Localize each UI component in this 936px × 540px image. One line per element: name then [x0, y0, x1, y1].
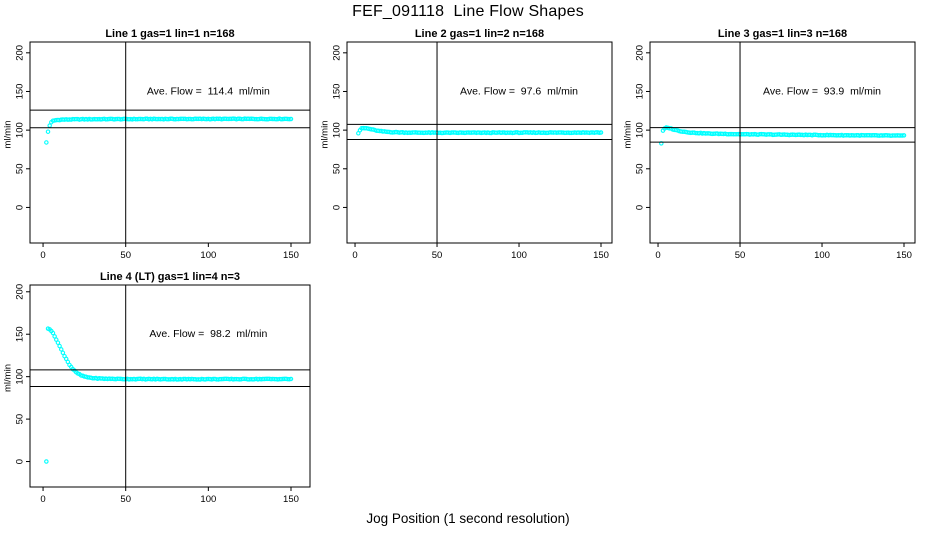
y-axis-ticks: 0 50 100 150 200 [635, 45, 650, 210]
x-axis-ticks: 0 50 100 150 [40, 243, 299, 261]
y-tick-label: 150 [332, 84, 343, 100]
data-points [44, 326, 294, 464]
y-tick-label: 100 [15, 369, 26, 385]
y-axis-ticks: 0 50 100 150 200 [15, 45, 30, 210]
y-axis-ticks: 0 50 100 150 200 [15, 284, 30, 464]
x-axis-ticks: 0 50 100 150 [655, 243, 912, 261]
y-tick-label: 200 [332, 45, 343, 61]
panel-line-4: Line 4 (LT) gas=1 lin=4 n=3 0 50 100 150 200 m… [3, 271, 311, 505]
x-tick-label: 100 [200, 494, 216, 505]
y-tick-label: 50 [15, 414, 26, 425]
x-tick-label: 0 [655, 250, 660, 261]
plot-border [29, 284, 311, 488]
x-tick-label: 150 [593, 250, 609, 261]
y-tick-label: 100 [635, 122, 646, 138]
x-axis-label: Jog Position (1 second resolution) [366, 511, 570, 526]
y-axis-title: ml/min [320, 121, 331, 149]
panel-line-1: Line 1 gas=1 lin=1 n=168 0 50 100 150 200 ml/m… [3, 28, 311, 261]
x-axis-ticks: 0 50 100 150 [40, 487, 299, 505]
x-tick-label: 0 [352, 250, 357, 261]
x-tick-label: 100 [200, 250, 216, 261]
y-axis-title: ml/min [3, 121, 14, 149]
x-tick-label: 150 [283, 494, 299, 505]
panel-title: Line 2 gas=1 lin=2 n=168 [415, 28, 544, 40]
panel-line-2: Line 2 gas=1 lin=2 n=168 0 50 100 150 200 ml/m… [320, 28, 613, 261]
y-tick-label: 100 [15, 122, 26, 138]
y-tick-label: 200 [15, 284, 26, 300]
y-tick-label: 0 [15, 459, 26, 464]
x-tick-label: 50 [432, 250, 443, 261]
y-tick-label: 200 [15, 45, 26, 61]
ave-flow-annotation: Ave. Flow = 114.4 ml/min [147, 85, 270, 97]
data-points [356, 125, 604, 136]
panel-title: Line 4 (LT) gas=1 lin=4 n=3 [100, 271, 240, 283]
y-tick-label: 50 [332, 163, 343, 174]
y-tick-label: 150 [635, 84, 646, 100]
x-tick-label: 150 [283, 250, 299, 261]
y-axis-ticks: 0 50 100 150 200 [332, 45, 347, 210]
data-points [44, 116, 294, 145]
x-axis-ticks: 0 50 100 150 [352, 243, 609, 261]
y-axis-title: ml/min [623, 121, 634, 149]
y-axis-title: ml/min [3, 364, 14, 392]
y-tick-label: 200 [635, 45, 646, 61]
y-tick-label: 150 [15, 84, 26, 100]
ave-flow-annotation: Ave. Flow = 97.6 ml/min [460, 85, 578, 97]
x-tick-label: 0 [40, 250, 45, 261]
y-tick-label: 100 [332, 122, 343, 138]
panel-title: Line 1 gas=1 lin=1 n=168 [105, 28, 234, 40]
panel-title: Line 3 gas=1 lin=3 n=168 [718, 28, 847, 40]
x-tick-label: 50 [735, 250, 746, 261]
plot-border [29, 41, 311, 244]
figure-title: FEF_091118 Line Flow Shapes [352, 3, 584, 20]
x-tick-label: 100 [511, 250, 527, 261]
x-tick-label: 50 [120, 494, 131, 505]
y-tick-label: 0 [635, 205, 646, 210]
data-points [659, 125, 907, 146]
y-tick-label: 0 [332, 205, 343, 210]
ave-flow-annotation: Ave. Flow = 98.2 ml/min [149, 328, 267, 340]
x-tick-label: 150 [896, 250, 912, 261]
ave-flow-annotation: Ave. Flow = 93.9 ml/min [763, 85, 881, 97]
plot-border [346, 41, 613, 244]
x-tick-label: 50 [120, 250, 131, 261]
x-tick-label: 0 [40, 494, 45, 505]
y-tick-label: 50 [635, 163, 646, 174]
x-tick-label: 100 [814, 250, 830, 261]
y-tick-label: 50 [15, 163, 26, 174]
panel-line-3: Line 3 gas=1 lin=3 n=168 0 50 100 150 200 ml/m… [623, 28, 916, 261]
y-tick-label: 150 [15, 326, 26, 342]
y-tick-label: 0 [15, 205, 26, 210]
